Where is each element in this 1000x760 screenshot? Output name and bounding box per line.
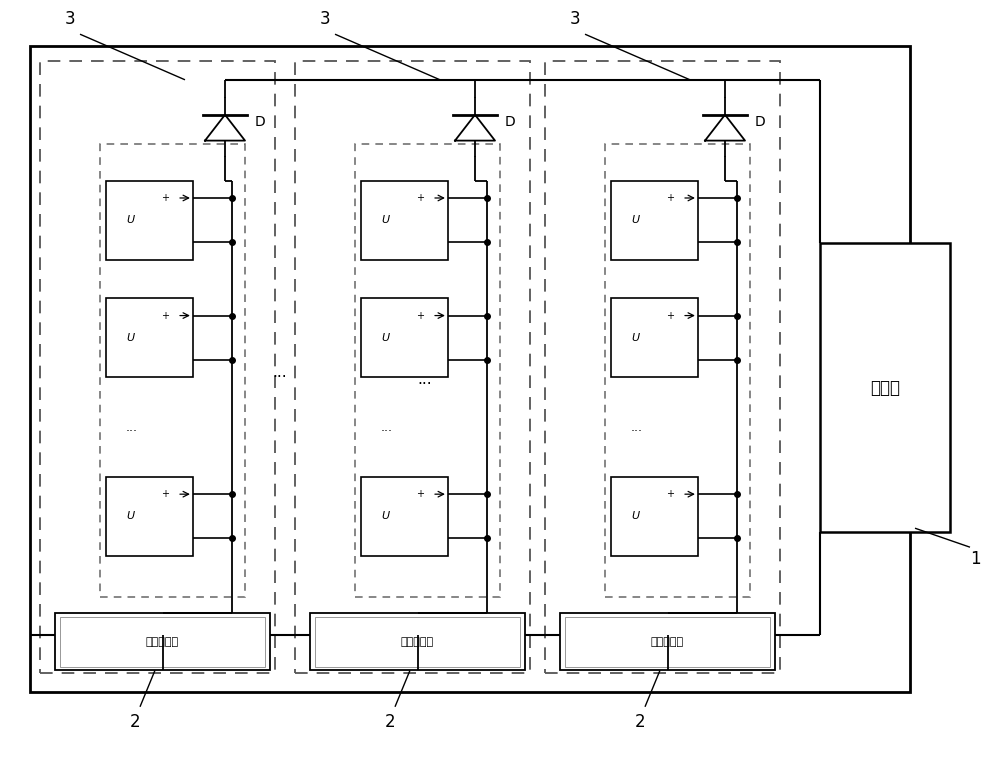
Text: D: D (505, 115, 516, 128)
FancyBboxPatch shape (60, 617, 265, 667)
Text: +: + (666, 193, 674, 203)
Text: U: U (381, 333, 389, 343)
FancyBboxPatch shape (315, 617, 520, 667)
Text: +: + (666, 489, 674, 499)
Text: +: + (161, 311, 169, 321)
FancyBboxPatch shape (361, 181, 448, 260)
Text: U: U (381, 215, 389, 225)
Text: 逆变器: 逆变器 (870, 378, 900, 397)
FancyBboxPatch shape (30, 46, 910, 692)
Text: +: + (666, 311, 674, 321)
Text: 2: 2 (635, 713, 645, 731)
Text: 3: 3 (320, 10, 330, 28)
Text: U: U (126, 511, 134, 521)
Text: ...: ... (631, 420, 643, 433)
Text: 电压调节器: 电压调节器 (651, 637, 684, 647)
Bar (545, 61, 780, 673)
Text: U: U (631, 333, 639, 343)
Text: +: + (416, 311, 424, 321)
Polygon shape (205, 115, 245, 141)
Text: U: U (631, 215, 639, 225)
FancyBboxPatch shape (361, 298, 448, 377)
Bar (355, 144, 500, 597)
Text: 3: 3 (65, 10, 75, 28)
Text: D: D (755, 115, 766, 128)
Text: 电压调节器: 电压调节器 (146, 637, 179, 647)
FancyBboxPatch shape (611, 181, 698, 260)
FancyBboxPatch shape (565, 617, 770, 667)
Text: 电压调节器: 电压调节器 (401, 637, 434, 647)
Text: +: + (161, 489, 169, 499)
FancyBboxPatch shape (611, 477, 698, 556)
FancyBboxPatch shape (560, 613, 775, 670)
FancyBboxPatch shape (55, 613, 270, 670)
FancyBboxPatch shape (310, 613, 525, 670)
Text: U: U (631, 511, 639, 521)
Text: ...: ... (273, 365, 287, 380)
Text: 1: 1 (970, 549, 980, 568)
Text: ...: ... (381, 420, 393, 433)
Bar (100, 144, 245, 597)
Polygon shape (705, 115, 745, 141)
Text: ...: ... (126, 420, 138, 433)
FancyBboxPatch shape (361, 477, 448, 556)
Text: +: + (161, 193, 169, 203)
FancyBboxPatch shape (106, 477, 193, 556)
Text: 2: 2 (385, 713, 395, 731)
Text: U: U (381, 511, 389, 521)
Text: +: + (416, 489, 424, 499)
FancyBboxPatch shape (106, 181, 193, 260)
Text: U: U (126, 215, 134, 225)
Bar (605, 144, 750, 597)
FancyBboxPatch shape (611, 298, 698, 377)
Text: D: D (255, 115, 266, 128)
FancyBboxPatch shape (820, 243, 950, 532)
Text: 2: 2 (130, 713, 140, 731)
Bar (295, 61, 530, 673)
Text: U: U (126, 333, 134, 343)
Polygon shape (455, 115, 495, 141)
Bar (40, 61, 275, 673)
Text: +: + (416, 193, 424, 203)
FancyBboxPatch shape (106, 298, 193, 377)
Text: ...: ... (418, 372, 432, 388)
Text: 3: 3 (570, 10, 580, 28)
